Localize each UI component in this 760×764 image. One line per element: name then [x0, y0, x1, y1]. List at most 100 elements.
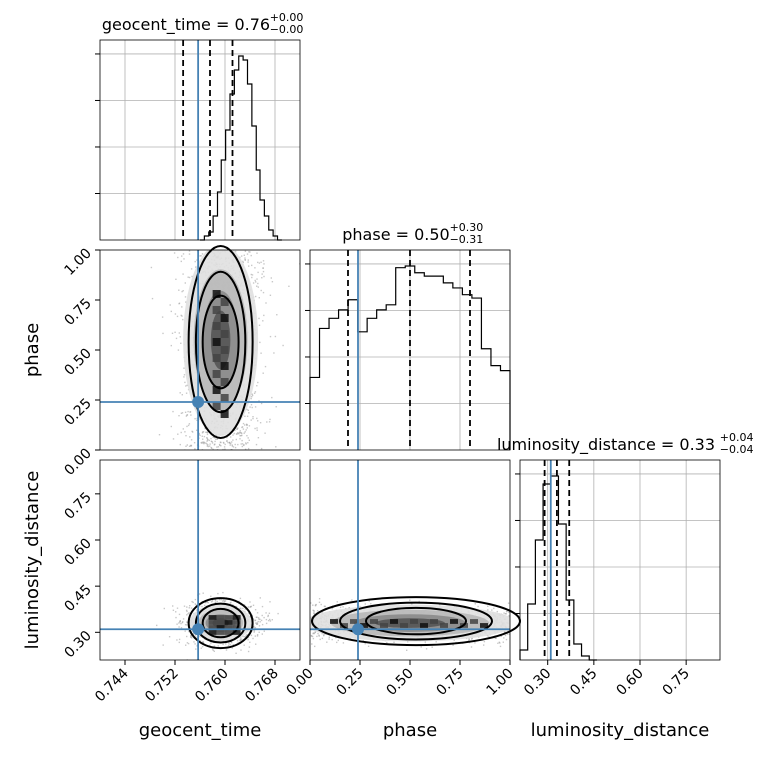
y-tick-label: 0.60	[61, 536, 94, 569]
sample-point	[420, 646, 422, 648]
sample-point	[180, 622, 182, 625]
sample-point	[172, 609, 175, 611]
x-tick-label: 0.768	[242, 666, 282, 706]
sample-point	[339, 606, 342, 609]
sample-point	[206, 432, 209, 434]
sample-point	[239, 435, 241, 437]
sample-point	[217, 645, 219, 647]
sample-point	[196, 417, 198, 420]
sample-point	[319, 638, 321, 641]
sample-point	[424, 641, 426, 643]
sample-point	[188, 276, 191, 279]
sample-point	[252, 417, 254, 420]
sample-point	[175, 337, 178, 340]
sample-point	[201, 645, 204, 648]
sample-point	[250, 404, 253, 406]
sample-point	[240, 607, 242, 609]
sample-point	[188, 423, 191, 425]
density-block	[212, 322, 221, 330]
sample-point	[256, 385, 258, 387]
density-block	[220, 314, 229, 322]
sample-point	[216, 435, 218, 437]
sample-point	[336, 601, 338, 603]
sample-point	[232, 446, 235, 448]
x-axis-label-luminosity_distance: luminosity_distance	[531, 720, 710, 741]
density-block	[220, 298, 229, 306]
contour-line	[201, 294, 240, 390]
sample-point	[194, 418, 196, 420]
sample-point	[188, 612, 190, 614]
sample-point	[180, 431, 182, 434]
sample-point	[495, 637, 497, 639]
sample-point	[214, 440, 216, 443]
sample-point	[178, 622, 180, 624]
sample-point	[201, 441, 203, 443]
sample-point	[199, 605, 201, 607]
sample-point	[199, 640, 202, 642]
sample-point	[267, 619, 270, 622]
sample-point	[181, 315, 183, 317]
sample-point	[276, 314, 278, 316]
sample-point	[246, 408, 248, 411]
sample-point	[209, 443, 211, 445]
sample-point	[246, 253, 249, 255]
sample-point	[505, 638, 508, 641]
sample-point	[177, 433, 179, 435]
x-tick-label: 0.45	[567, 666, 600, 699]
sample-point	[248, 412, 250, 414]
panel-frame	[99, 39, 301, 241]
sample-point	[328, 638, 330, 640]
density-block	[232, 620, 241, 625]
sample-point	[179, 392, 181, 394]
density-block	[440, 623, 448, 628]
sample-point	[255, 643, 257, 645]
sample-point	[336, 641, 338, 644]
sample-point	[364, 643, 366, 645]
title-luminosity_distance: luminosity_distance = 0.33	[497, 435, 715, 455]
sample-point	[313, 610, 315, 612]
sample-point	[175, 278, 177, 280]
density-block	[212, 370, 221, 378]
sample-point	[235, 605, 237, 608]
sample-point	[244, 257, 246, 259]
sample-point	[257, 286, 259, 288]
sample-point	[409, 599, 411, 601]
sample-point	[258, 400, 260, 402]
sample-point	[483, 644, 485, 646]
sample-point	[249, 606, 251, 608]
sample-point	[240, 435, 242, 437]
sample-point	[181, 621, 184, 624]
sample-point	[249, 601, 251, 603]
sample-point	[184, 282, 186, 284]
sample-point	[246, 427, 248, 429]
sample-point	[205, 602, 207, 604]
sample-point	[194, 634, 196, 636]
sample-point	[259, 422, 262, 424]
sample-point	[250, 419, 252, 421]
sample-point	[222, 448, 224, 450]
contour-line	[365, 606, 467, 636]
sample-point	[273, 352, 275, 354]
sample-point	[182, 273, 184, 275]
sample-point	[503, 612, 505, 614]
sample-point	[453, 639, 455, 641]
sample-point	[202, 438, 204, 440]
sample-point	[216, 449, 219, 450]
sample-point	[199, 255, 201, 257]
sample-point	[234, 446, 237, 449]
sample-point	[312, 637, 315, 640]
sample-point	[318, 598, 321, 600]
sample-point	[214, 599, 217, 601]
sample-point	[240, 443, 242, 445]
density-block	[216, 620, 225, 625]
sample-point	[232, 604, 235, 606]
y-tick-label: 0.25	[61, 396, 94, 429]
sample-point	[282, 344, 284, 347]
sample-point	[178, 332, 180, 334]
sample-point	[211, 600, 214, 602]
sample-point	[213, 444, 216, 446]
sample-point	[178, 641, 180, 644]
sample-point	[257, 261, 259, 264]
density-block	[410, 619, 418, 624]
x-tick-label: 0.50	[383, 666, 416, 699]
